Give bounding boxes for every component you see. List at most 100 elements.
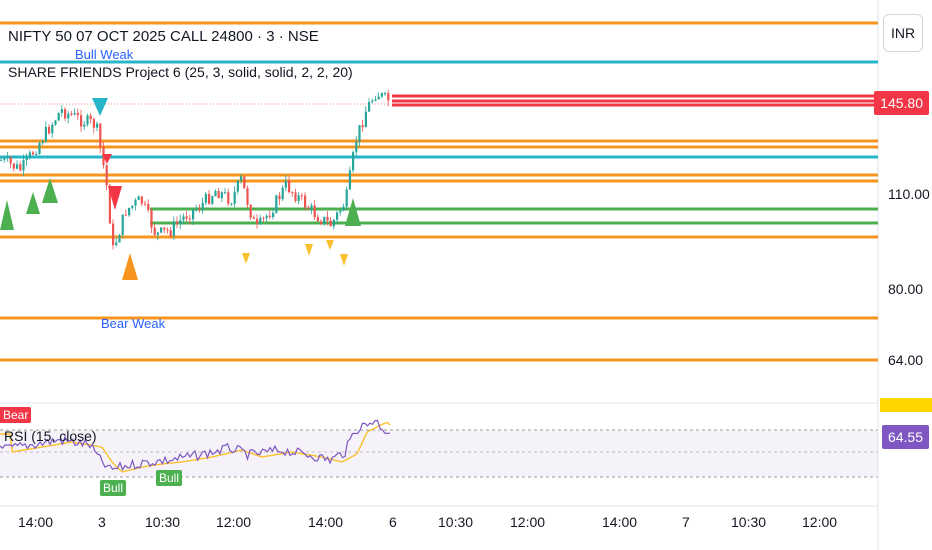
time-tick: 10:30 <box>145 514 181 530</box>
candle-body <box>83 124 86 127</box>
candle-body <box>240 176 243 181</box>
candle-body <box>19 164 22 171</box>
bull-signal-tag: Bull <box>100 480 127 496</box>
candle-body <box>380 93 383 97</box>
candle-body <box>326 216 329 221</box>
candle-body <box>118 234 121 243</box>
candle-body <box>60 109 63 113</box>
candle-body <box>211 196 214 204</box>
candle-body <box>9 157 12 164</box>
candle-body <box>0 159 3 161</box>
bull-signal-tag: Bull <box>156 470 183 486</box>
currency-button[interactable]: INR <box>883 14 923 52</box>
candle-body <box>156 232 159 235</box>
candle-body <box>32 152 35 155</box>
candle-body <box>243 176 246 189</box>
candle-body <box>214 190 217 197</box>
candle-body <box>54 120 57 125</box>
candle-body <box>262 217 265 219</box>
time-tick: 12:00 <box>216 514 252 530</box>
candle-body <box>147 203 150 210</box>
time-tick: 12:00 <box>510 514 546 530</box>
candle-body <box>67 113 70 119</box>
candle-body <box>345 189 348 207</box>
bullish-signal-triangle <box>122 253 138 280</box>
candle-body <box>268 215 271 218</box>
rsi-line <box>0 419 391 472</box>
rsi-value-tag: 64.55 <box>881 425 929 449</box>
candle-body <box>172 221 175 236</box>
candle-body <box>291 192 294 194</box>
bear-signal-tag: Bear <box>0 407 32 423</box>
candle-body <box>300 195 303 197</box>
rsi-ma-line <box>0 421 391 473</box>
candle-body <box>22 160 25 171</box>
rsi-legend[interactable]: RSI (15, close) <box>4 428 97 444</box>
candle-body <box>166 229 169 231</box>
candle-body <box>3 158 6 160</box>
candle-body <box>320 221 323 224</box>
candle-body <box>25 156 28 161</box>
price-tick: 80.00 <box>888 281 924 297</box>
candle-body <box>153 227 156 235</box>
candle-body <box>92 119 95 128</box>
current-price-tag: 145.80 <box>874 91 929 115</box>
candle-body <box>272 212 275 218</box>
candle-body <box>160 227 163 233</box>
candle-body <box>256 218 259 224</box>
main-pane[interactable] <box>0 0 878 400</box>
candle-body <box>6 157 9 159</box>
candle-body <box>313 205 316 218</box>
candle-body <box>137 196 140 200</box>
indicator-legend[interactable]: SHARE FRIENDS Project 6 (25, 3, solid, s… <box>8 64 353 80</box>
candle-body <box>28 152 31 157</box>
candle-body <box>35 153 38 155</box>
candle-body <box>134 199 137 206</box>
candle-body <box>105 165 108 186</box>
candle-body <box>144 203 147 205</box>
candle-body <box>233 191 236 204</box>
candle-body <box>96 123 99 128</box>
candle-body <box>41 141 44 144</box>
candle-body <box>387 92 390 101</box>
candle-body <box>121 214 124 235</box>
time-tick: 14:00 <box>602 514 638 530</box>
candle-body <box>259 217 262 224</box>
candle-body <box>323 216 326 224</box>
candle-body <box>364 111 367 128</box>
candle-body <box>140 196 143 204</box>
candle-body <box>48 126 51 134</box>
candle-body <box>188 218 191 220</box>
candle-body <box>284 180 287 188</box>
candle-body <box>16 164 19 169</box>
candle-body <box>44 126 47 142</box>
symbol-title[interactable]: NIFTY 50 07 OCT 2025 CALL 24800 · 3 · NS… <box>8 28 319 45</box>
candle-body <box>288 180 291 193</box>
candle-body <box>355 141 358 153</box>
bullish-signal-triangle <box>42 178 58 203</box>
bullish-signal-triangle <box>0 200 14 230</box>
candle-body <box>163 227 166 230</box>
candle-body <box>115 242 118 246</box>
candle-body <box>195 208 198 210</box>
bearish-signal-triangle <box>242 253 250 264</box>
candle-body <box>86 115 89 125</box>
candle-body <box>185 216 188 219</box>
bullish-signal-triangle <box>345 198 361 226</box>
candle-body <box>336 212 339 220</box>
candle-body <box>76 113 79 116</box>
candle-body <box>348 170 351 190</box>
candle-body <box>332 219 335 227</box>
candle-body <box>128 207 131 216</box>
bull-weak-label: Bull Weak <box>75 47 134 62</box>
candle-body <box>307 207 310 209</box>
candle-body <box>224 192 227 194</box>
candle-body <box>265 215 268 218</box>
candle-body <box>57 112 60 121</box>
candle-body <box>278 195 281 200</box>
candle-body <box>316 217 319 222</box>
time-tick: 7 <box>682 514 690 530</box>
candle-body <box>182 216 185 221</box>
candle-body <box>252 217 255 219</box>
